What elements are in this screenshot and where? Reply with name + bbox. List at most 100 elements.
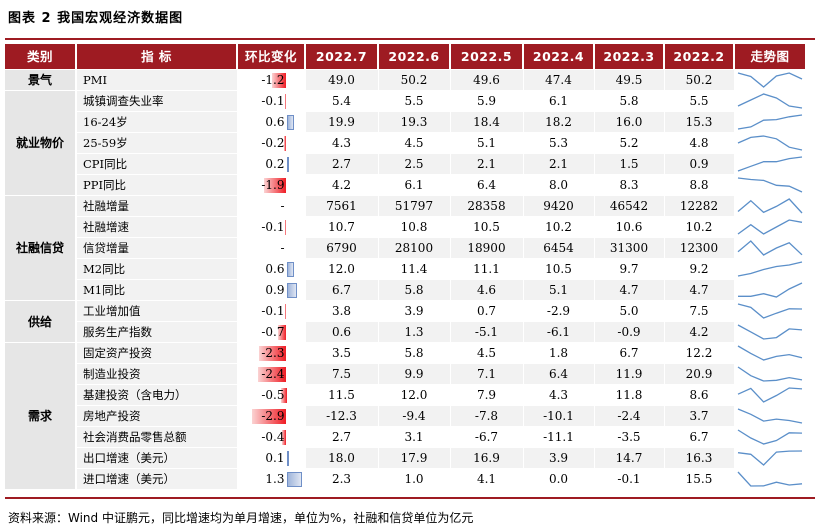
table-row: 社会消费品零售总额 -0.4 2.7 3.1 -6.7 -11.1 -3.5 6.7 <box>5 426 807 448</box>
value-cell: 9.2 <box>664 258 735 280</box>
sparkline-path <box>737 114 802 130</box>
value-cell: 6.7 <box>664 426 735 448</box>
sparkline-path <box>737 177 802 193</box>
value-cell: 12.0 <box>378 384 451 406</box>
value-cell: 6454 <box>523 237 595 259</box>
value-cell: 11.1 <box>450 258 524 280</box>
negative-change-bar <box>281 430 287 445</box>
sparkline-path <box>737 72 802 88</box>
indicator-cell: 房地产投资 <box>76 405 238 427</box>
sparkline-cell <box>734 426 807 448</box>
value-cell: 3.5 <box>305 342 379 364</box>
category-cell: 供给 <box>5 300 77 343</box>
value-cell: 10.2 <box>664 216 735 238</box>
value-cell: 3.1 <box>378 426 451 448</box>
sparkline-cell <box>734 342 807 364</box>
value-cell: 31300 <box>594 237 665 259</box>
value-cell: 1.8 <box>523 342 595 364</box>
change-value: -1.2 <box>261 73 285 87</box>
value-cell: 8.0 <box>523 174 595 196</box>
sparkline-cell <box>734 111 807 133</box>
positive-change-bar <box>286 115 294 130</box>
sparkline-cell <box>734 69 807 91</box>
sparkline-path <box>737 261 802 277</box>
sparkline-cell <box>734 237 807 259</box>
sparkline-cell <box>734 153 807 175</box>
negative-change-bar <box>257 367 287 382</box>
sparkline <box>737 366 802 382</box>
indicator-cell: 服务生产指数 <box>76 321 238 343</box>
value-cell: 3.9 <box>378 300 451 322</box>
indicator-cell: 25-59岁 <box>76 132 238 154</box>
header-month: 2022.4 <box>523 44 595 70</box>
change-value: -0.1 <box>261 220 285 234</box>
table-row: 就业物价 城镇调查失业率 -0.1 5.4 5.5 5.9 6.1 5.8 5.5 <box>5 90 807 196</box>
header-month: 2022.7 <box>305 44 379 70</box>
change-value: -2.4 <box>261 367 285 381</box>
sparkline-cell <box>734 405 807 427</box>
change-cell: -0.1 <box>237 216 306 238</box>
change-value: 1.3 <box>265 472 285 486</box>
value-cell: 5.1 <box>523 279 595 301</box>
table-row: 需求 固定资产投资 -2.3 3.5 5.8 4.5 1.8 6.7 12.2 <box>5 342 807 490</box>
value-cell: 6.4 <box>450 174 524 196</box>
value-cell: 7.1 <box>450 363 524 385</box>
sparkline-cell <box>734 279 807 301</box>
category-cell: 社融信贷 <box>5 195 77 301</box>
indicator-cell: 基建投资（含电力） <box>76 384 238 406</box>
value-cell: 19.3 <box>378 111 451 133</box>
value-cell: 7.5 <box>664 300 735 322</box>
value-cell: 4.6 <box>450 279 524 301</box>
negative-change-bar <box>258 346 287 361</box>
sparkline <box>737 387 802 403</box>
sparkline <box>737 324 802 340</box>
table-row: PPI同比 -1.9 4.2 6.1 6.4 8.0 8.3 8.8 <box>5 174 807 196</box>
positive-change-bar <box>286 451 289 466</box>
value-cell: 9.7 <box>594 258 665 280</box>
value-cell: 4.3 <box>305 132 379 154</box>
table-row: 房地产投资 -2.9 -12.3 -9.4 -7.8 -10.1 -2.4 3.7 <box>5 405 807 427</box>
indicator-cell: 社会消费品零售总额 <box>76 426 238 448</box>
negative-change-bar <box>285 304 287 319</box>
indicator-cell: 固定资产投资 <box>76 342 238 364</box>
sparkline <box>737 93 802 109</box>
change-value: -0.5 <box>261 388 285 402</box>
sparkline <box>737 177 802 193</box>
indicator-cell: CPI同比 <box>76 153 238 175</box>
value-cell: 5.0 <box>594 300 665 322</box>
value-cell: 4.1 <box>450 468 524 490</box>
table-body: 景气 PMI -1.2 49.0 50.2 49.6 47.4 49.5 50.2 就业物价 城镇调… <box>5 69 807 490</box>
value-cell: 10.5 <box>450 216 524 238</box>
value-cell: -2.4 <box>594 405 665 427</box>
sparkline-cell <box>734 447 807 469</box>
table-row: M2同比 0.6 12.0 11.4 11.1 10.5 9.7 9.2 <box>5 258 807 280</box>
value-cell: 7.5 <box>305 363 379 385</box>
value-cell: 46542 <box>594 195 665 217</box>
value-cell: -3.5 <box>594 426 665 448</box>
value-cell: 6.4 <box>523 363 595 385</box>
positive-change-bar <box>286 262 294 277</box>
sparkline <box>737 135 802 151</box>
table-row: 进口增速（美元） 1.3 2.3 1.0 4.1 0.0 -0.1 15.5 <box>5 468 807 490</box>
table-row: CPI同比 0.2 2.7 2.5 2.1 2.1 1.5 0.9 <box>5 153 807 175</box>
value-cell: 5.3 <box>523 132 595 154</box>
change-cell: - <box>237 237 306 259</box>
negative-change-bar <box>285 94 287 109</box>
value-cell: 16.9 <box>450 447 524 469</box>
sparkline-cell <box>734 384 807 406</box>
value-cell: 12.0 <box>305 258 379 280</box>
change-cell: -2.3 <box>237 342 306 364</box>
sparkline <box>737 282 802 298</box>
sparkline-cell <box>734 132 807 154</box>
sparkline-path <box>737 345 802 361</box>
value-cell: 15.3 <box>664 111 735 133</box>
table-row: 25-59岁 -0.2 4.3 4.5 5.1 5.3 5.2 4.8 <box>5 132 807 154</box>
value-cell: -9.4 <box>378 405 451 427</box>
value-cell: 5.1 <box>450 132 524 154</box>
value-cell: 4.7 <box>664 279 735 301</box>
value-cell: 49.0 <box>305 69 379 91</box>
change-cell: -0.2 <box>237 132 306 154</box>
value-cell: 11.5 <box>305 384 379 406</box>
value-cell: 18.2 <box>523 111 595 133</box>
change-value: - <box>280 241 285 255</box>
